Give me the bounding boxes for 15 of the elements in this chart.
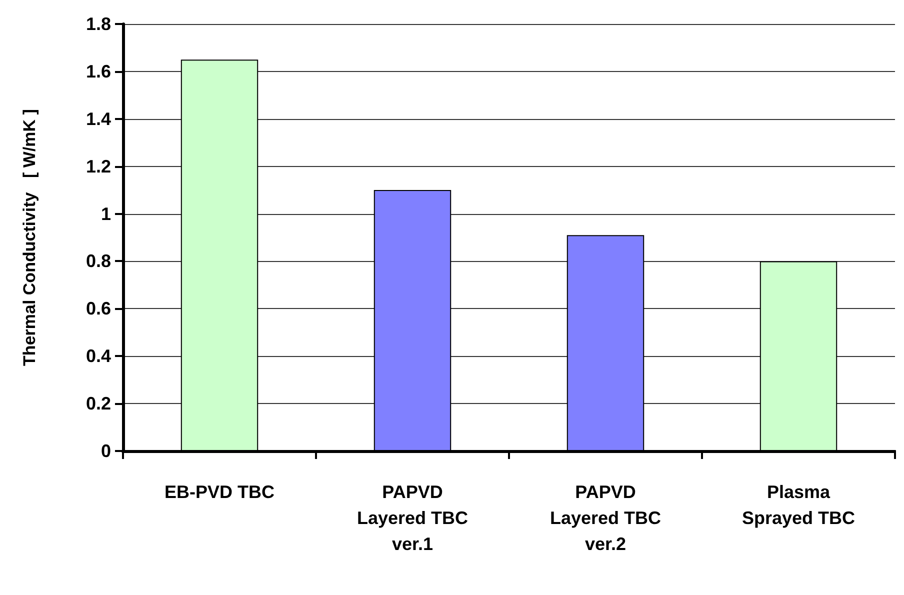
- y-tick-label: 1: [100, 204, 111, 224]
- y-tick-label: 0: [100, 441, 111, 461]
- y-tick-label: 0.2: [86, 394, 111, 414]
- x-tick-label: PAPVD Layered TBC ver.1: [356, 482, 468, 554]
- y-axis-title: Thermal Conductivity [ W/mK ]: [20, 109, 39, 366]
- y-tick-label: 1.6: [86, 61, 111, 82]
- y-tick-label: 1.2: [86, 156, 111, 176]
- x-tick-label: EB-PVD TBC: [164, 482, 275, 502]
- y-tick-label: 0.6: [86, 298, 111, 319]
- x-tick-label: PAPVD Layered TBC ver.2: [550, 482, 662, 554]
- y-tick-label: 0.8: [86, 251, 111, 272]
- x-tick-label: Plasma Sprayed TBC: [742, 482, 856, 528]
- y-tick-label: 0.4: [86, 346, 111, 366]
- y-tick-label: 1.4: [86, 108, 111, 129]
- y-tick-label: 1.8: [86, 14, 111, 34]
